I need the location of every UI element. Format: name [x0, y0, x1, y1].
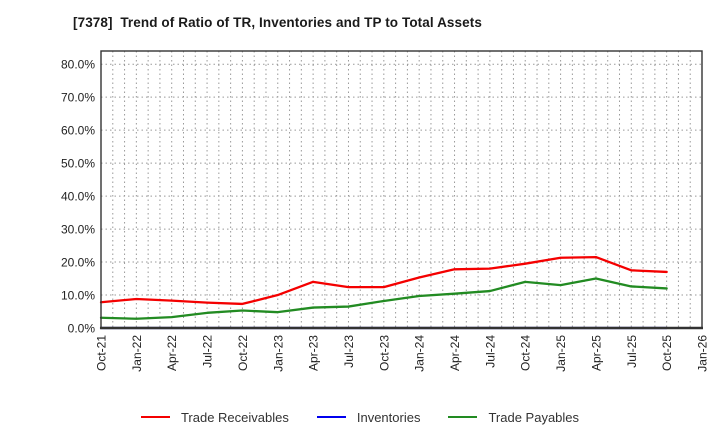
legend-swatch-inventories-icon: [316, 416, 346, 418]
svg-text:Apr-25: Apr-25: [589, 335, 603, 371]
svg-text:Oct-22: Oct-22: [236, 335, 250, 371]
legend-item-inventories: Inventories: [316, 409, 421, 425]
svg-text:Jan-23: Jan-23: [271, 335, 285, 372]
svg-text:10.0%: 10.0%: [61, 289, 95, 303]
legend-item-trade-payables: Trade Payables: [448, 410, 579, 425]
svg-text:Oct-21: Oct-21: [95, 335, 109, 371]
legend-label-inventories: Inventories: [356, 409, 421, 425]
legend-swatch-trade-receivables-icon: [140, 416, 170, 418]
svg-text:Apr-24: Apr-24: [448, 335, 462, 371]
line-chart: 0.0% 10.0% 20.0% 30.0% 40.0% 50.0% 60.0% 70.0% 8…: [61, 50, 710, 372]
svg-text:20.0%: 20.0%: [61, 256, 95, 270]
chart-title: [7378] Trend of Ratio of TR, Inventories…: [73, 15, 482, 30]
svg-text:Jan-24: Jan-24: [413, 335, 427, 372]
svg-text:Jan-22: Jan-22: [130, 335, 144, 372]
svg-text:0.0%: 0.0%: [68, 322, 96, 336]
svg-text:Apr-22: Apr-22: [165, 335, 179, 371]
svg-text:Jan-26: Jan-26: [696, 335, 710, 372]
svg-text:Jul-24: Jul-24: [483, 335, 497, 368]
svg-text:Jul-25: Jul-25: [625, 335, 639, 368]
legend-item-trade-receivables: Trade Receivables: [140, 409, 289, 425]
legend: Trade Receivables Inventories Trade Paya…: [0, 404, 720, 430]
svg-text:60.0%: 60.0%: [61, 124, 95, 138]
legend-label-trade-receivables: Trade Receivables: [180, 409, 289, 425]
svg-text:80.0%: 80.0%: [61, 58, 95, 72]
svg-text:30.0%: 30.0%: [61, 223, 95, 237]
svg-text:40.0%: 40.0%: [61, 190, 95, 204]
svg-text:Oct-23: Oct-23: [377, 335, 391, 371]
svg-text:Jan-25: Jan-25: [554, 335, 568, 372]
svg-text:70.0%: 70.0%: [61, 91, 95, 105]
svg-text:Jul-23: Jul-23: [342, 335, 356, 368]
legend-swatch-trade-payables-icon: [448, 416, 478, 418]
svg-text:Oct-25: Oct-25: [660, 335, 674, 371]
svg-text:Jul-22: Jul-22: [201, 335, 215, 368]
svg-text:Apr-23: Apr-23: [307, 335, 321, 371]
legend-label-trade-payables: Trade Payables: [488, 409, 580, 425]
svg-text:50.0%: 50.0%: [61, 157, 95, 171]
svg-text:Oct-24: Oct-24: [519, 335, 533, 371]
